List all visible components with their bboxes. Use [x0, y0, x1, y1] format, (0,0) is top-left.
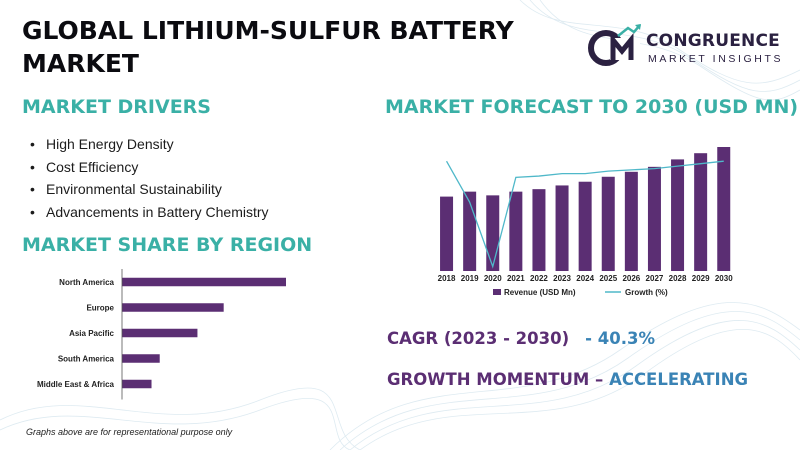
- region-bar: [122, 379, 152, 389]
- bullet-icon: •: [30, 158, 35, 175]
- year-label: 2020: [484, 274, 502, 283]
- market-drivers-title: MARKET DRIVERS: [22, 96, 211, 118]
- momentum-separator: –: [589, 370, 610, 389]
- driver-label: Environmental Sustainability: [46, 181, 222, 197]
- bullet-icon: •: [30, 181, 35, 197]
- cm-logo-icon: [588, 24, 641, 66]
- region-label: North America: [59, 278, 114, 287]
- year-label: 2028: [669, 274, 687, 283]
- cagr-label: CAGR (2023 - 2030): [387, 329, 570, 348]
- revenue-bar: [532, 189, 546, 271]
- cagr-metric: CAGR (2023 - 2030) - 40.3%: [387, 329, 655, 348]
- legend-revenue-label: Revenue (USD Mn): [504, 288, 576, 297]
- year-label: 2029: [692, 274, 710, 283]
- year-label: 2018: [438, 274, 456, 283]
- growth-line: [445, 160, 724, 269]
- year-label: 2030: [715, 274, 733, 283]
- year-label: 2021: [507, 274, 525, 283]
- revenue-bar: [486, 195, 500, 271]
- revenue-bar: [555, 185, 569, 271]
- driver-label: Cost Efficiency: [46, 158, 139, 175]
- forecast-bar-chart: 2018 2019 2020 2021 2022 2023 2024 2025 2026 2027…: [438, 147, 733, 297]
- region-label: South America: [58, 355, 115, 364]
- year-label: 2025: [599, 274, 617, 283]
- year-label: 2026: [622, 274, 640, 283]
- region-bar: [122, 303, 224, 312]
- footnote: Graphs above are for representational pu…: [26, 427, 233, 437]
- driver-label: Advancements in Battery Chemistry: [46, 203, 269, 220]
- market-drivers-list: • High Energy Density • Cost Efficiency • E…: [30, 133, 269, 223]
- driver-item: • Cost Efficiency: [30, 156, 269, 179]
- region-bar: [122, 277, 286, 287]
- legend-growth-label: Growth (%): [625, 288, 668, 297]
- revenue-bar: [694, 153, 708, 271]
- region-bar: [122, 328, 198, 338]
- revenue-bar: [717, 147, 731, 271]
- driver-label: High Energy Density: [46, 136, 174, 152]
- revenue-bar: [509, 191, 523, 271]
- revenue-bar: [440, 196, 454, 271]
- region-label: Middle East & Africa: [37, 380, 115, 389]
- year-label: 2024: [576, 274, 594, 283]
- momentum-value: ACCELERATING: [609, 370, 749, 389]
- logo-subtitle: MARKET INSIGHTS: [648, 53, 784, 65]
- region-bar: [122, 354, 160, 363]
- revenue-bar: [647, 166, 661, 271]
- company-logo: CONGRUENCE MARKET INSIGHTS: [588, 22, 788, 70]
- region-label: Europe: [86, 304, 114, 313]
- year-label: 2022: [530, 274, 548, 283]
- growth-momentum: GROWTH MOMENTUM – ACCELERATING: [387, 370, 748, 389]
- driver-item: • High Energy Density: [30, 133, 269, 156]
- bullet-icon: •: [30, 203, 35, 220]
- page-title: GLOBAL LITHIUM-SULFUR BATTERY MARKET: [22, 16, 514, 78]
- year-label: 2023: [553, 274, 571, 283]
- momentum-label: GROWTH MOMENTUM: [387, 370, 590, 389]
- driver-item: • Advancements in Battery Chemistry: [30, 201, 269, 224]
- market-share-title: MARKET SHARE BY REGION: [22, 234, 313, 256]
- region-bar-chart: North America Europe Asia Pacific South Ame…: [37, 269, 286, 400]
- year-label: 2019: [461, 274, 479, 283]
- logo-name: CONGRUENCE: [646, 31, 780, 51]
- legend-revenue-swatch: [493, 289, 501, 295]
- driver-item: • Environmental Sustainability: [30, 178, 269, 201]
- forecast-title: MARKET FORECAST TO 2030 (USD MN): [385, 96, 799, 118]
- revenue-bar: [671, 159, 685, 271]
- revenue-bar: [578, 181, 592, 271]
- revenue-bar: [601, 176, 615, 271]
- cagr-value: - 40.3%: [585, 329, 655, 348]
- year-label: 2027: [646, 274, 664, 283]
- bullet-icon: •: [30, 136, 35, 152]
- revenue-bar: [624, 171, 638, 271]
- region-label: Asia Pacific: [69, 329, 114, 338]
